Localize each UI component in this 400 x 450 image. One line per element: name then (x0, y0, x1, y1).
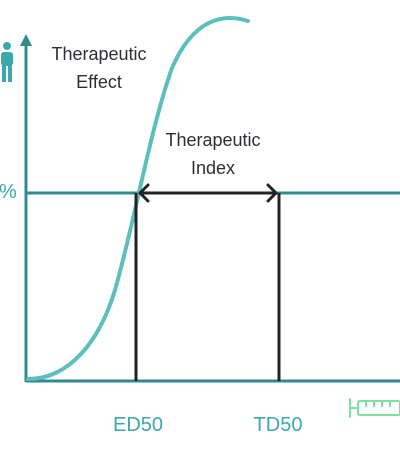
dose-response-curve (26, 16, 250, 381)
therapeutic-index-arrow (138, 183, 278, 203)
percent-label: % (0, 181, 17, 203)
person-icon (1, 42, 13, 82)
therapeutic-effect-label: Therapeutic Effect (30, 40, 168, 96)
therapeutic-effect-line2: Effect (76, 72, 122, 92)
syringe-icon (349, 398, 400, 418)
ed50-label: ED50 (112, 414, 164, 436)
therapeutic-effect-line1: Therapeutic (51, 44, 147, 64)
td50-label: TD50 (253, 414, 303, 436)
y-axis-arrow (20, 34, 32, 46)
therapeutic-index-line1: Therapeutic (165, 130, 261, 150)
therapeutic-index-label: Therapeutic Index (144, 126, 282, 182)
therapeutic-index-line2: Index (190, 158, 236, 178)
